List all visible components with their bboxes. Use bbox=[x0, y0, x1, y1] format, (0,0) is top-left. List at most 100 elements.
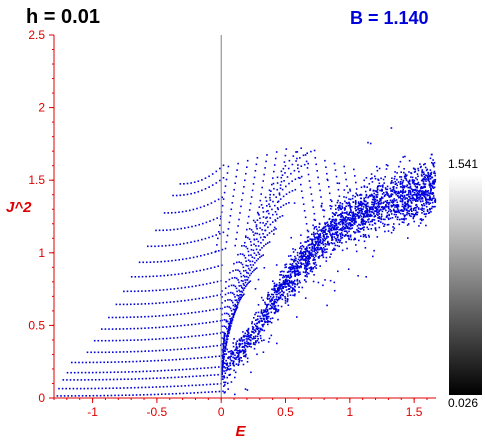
data-point bbox=[404, 205, 407, 208]
data-point bbox=[187, 324, 189, 326]
data-point bbox=[392, 186, 394, 188]
data-point bbox=[241, 360, 243, 362]
data-point bbox=[301, 286, 304, 289]
data-point bbox=[238, 218, 240, 221]
data-point bbox=[192, 368, 195, 370]
data-point bbox=[344, 226, 346, 229]
data-point bbox=[243, 245, 245, 247]
data-point bbox=[415, 203, 418, 206]
data-point bbox=[225, 326, 227, 328]
data-point bbox=[227, 368, 229, 370]
data-point bbox=[194, 335, 197, 337]
data-point bbox=[189, 209, 191, 212]
data-point bbox=[376, 236, 379, 238]
data-point bbox=[187, 286, 190, 288]
data-point bbox=[243, 336, 245, 338]
data-point bbox=[404, 191, 406, 194]
data-point bbox=[403, 221, 405, 224]
data-point bbox=[71, 361, 73, 364]
data-point bbox=[306, 167, 309, 169]
data-point bbox=[261, 229, 263, 231]
data-point bbox=[354, 207, 356, 210]
data-point bbox=[325, 251, 328, 253]
data-point bbox=[395, 182, 398, 185]
data-point bbox=[234, 285, 237, 288]
data-point bbox=[213, 281, 215, 284]
data-point bbox=[235, 287, 238, 290]
data-point bbox=[139, 394, 141, 396]
data-point bbox=[65, 387, 67, 390]
data-point bbox=[214, 200, 216, 203]
data-point bbox=[426, 209, 429, 211]
data-point bbox=[193, 181, 196, 183]
data-point bbox=[256, 211, 259, 214]
data-point bbox=[293, 266, 295, 268]
data-point bbox=[76, 379, 79, 381]
data-point bbox=[415, 183, 418, 185]
data-point bbox=[364, 247, 367, 249]
data-point bbox=[150, 360, 152, 362]
x-tick-label: -1 bbox=[87, 405, 98, 419]
data-point bbox=[353, 223, 356, 225]
data-point bbox=[216, 320, 218, 323]
data-point bbox=[415, 193, 418, 195]
data-point bbox=[353, 231, 355, 233]
data-point bbox=[420, 165, 422, 168]
data-point bbox=[336, 241, 339, 243]
data-point bbox=[359, 204, 361, 206]
data-point bbox=[288, 267, 290, 269]
data-point bbox=[419, 190, 421, 193]
data-point bbox=[256, 335, 259, 338]
data-point bbox=[223, 370, 225, 372]
data-point bbox=[393, 186, 395, 188]
data-point bbox=[369, 178, 372, 180]
data-point bbox=[164, 393, 167, 395]
data-point bbox=[401, 187, 404, 189]
data-point bbox=[416, 192, 419, 194]
data-point bbox=[397, 216, 399, 218]
data-point bbox=[244, 241, 246, 244]
data-point bbox=[264, 224, 266, 227]
data-point bbox=[258, 253, 261, 255]
data-point bbox=[345, 227, 347, 230]
data-point bbox=[433, 181, 436, 183]
data-point bbox=[295, 160, 297, 162]
data-point bbox=[378, 204, 380, 206]
data-point bbox=[289, 281, 291, 284]
data-point bbox=[175, 243, 178, 246]
data-point bbox=[303, 264, 306, 267]
data-point bbox=[260, 193, 262, 195]
data-point bbox=[423, 183, 426, 185]
data-point bbox=[381, 184, 384, 187]
data-point bbox=[324, 229, 326, 232]
data-point bbox=[392, 202, 394, 204]
data-point bbox=[197, 357, 199, 359]
data-point bbox=[351, 227, 353, 229]
data-point bbox=[108, 316, 110, 319]
data-point bbox=[284, 300, 287, 302]
data-point bbox=[278, 287, 280, 290]
data-point bbox=[335, 224, 337, 227]
data-point bbox=[274, 308, 276, 310]
data-point bbox=[242, 331, 244, 333]
data-point bbox=[409, 192, 412, 194]
data-point bbox=[310, 252, 313, 254]
data-point bbox=[319, 246, 322, 249]
data-point bbox=[144, 327, 146, 329]
data-point bbox=[426, 194, 429, 197]
data-point bbox=[434, 172, 436, 175]
data-point bbox=[283, 180, 285, 182]
data-point bbox=[151, 315, 153, 318]
data-point bbox=[350, 218, 353, 220]
data-point bbox=[433, 172, 435, 174]
data-point bbox=[432, 159, 434, 161]
data-point bbox=[205, 322, 207, 324]
data-point bbox=[349, 203, 351, 205]
data-point bbox=[200, 357, 203, 359]
data-point bbox=[130, 387, 132, 389]
data-point bbox=[277, 200, 280, 203]
data-point bbox=[143, 394, 145, 396]
data-point bbox=[217, 237, 219, 240]
data-point bbox=[399, 212, 402, 215]
data-point bbox=[400, 209, 403, 211]
